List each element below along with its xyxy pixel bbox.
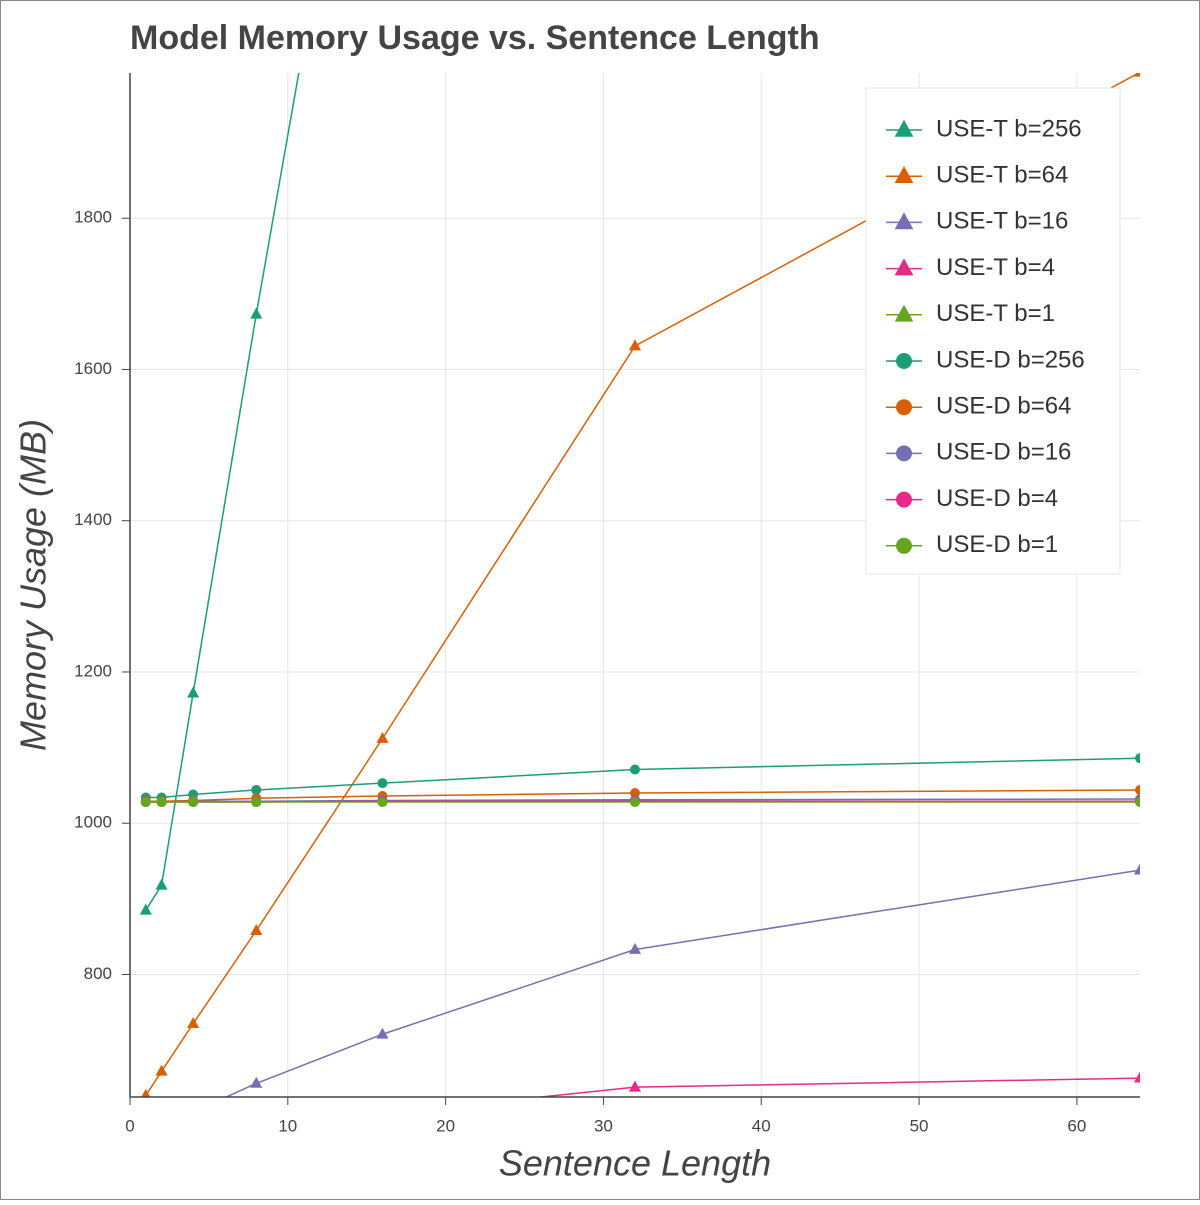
marker xyxy=(140,797,151,808)
marker xyxy=(187,1114,199,1125)
marker xyxy=(894,304,914,322)
x-tick-label: 30 xyxy=(594,1116,613,1135)
x-tick-label: 60 xyxy=(1067,1116,1086,1135)
marker xyxy=(629,1115,641,1126)
marker xyxy=(140,1115,152,1126)
marker xyxy=(896,353,912,369)
legend-label: USE-D b=64 xyxy=(936,393,1071,420)
marker xyxy=(156,1121,168,1132)
marker xyxy=(155,878,168,890)
marker xyxy=(187,1017,200,1029)
marker xyxy=(894,258,914,276)
marker xyxy=(896,399,912,416)
marker xyxy=(250,1076,263,1088)
marker xyxy=(1135,753,1140,764)
legend-label: USE-D b=1 xyxy=(936,531,1058,558)
y-tick-label: 800 xyxy=(84,964,112,983)
y-tick-label: 1000 xyxy=(74,813,112,832)
x-tick-label: 50 xyxy=(910,1116,929,1135)
marker xyxy=(251,784,262,795)
marker xyxy=(894,119,914,137)
marker xyxy=(376,1027,389,1039)
marker xyxy=(628,942,642,954)
marker xyxy=(896,537,912,554)
marker xyxy=(1135,784,1140,795)
marker xyxy=(630,764,640,775)
marker xyxy=(141,1088,151,1097)
marker xyxy=(188,797,199,808)
marker xyxy=(896,445,912,462)
marker xyxy=(250,1112,262,1123)
legend-label: USE-D b=4 xyxy=(936,485,1058,512)
marker xyxy=(187,1121,199,1132)
marker xyxy=(376,731,389,743)
grid xyxy=(129,73,1140,1097)
marker xyxy=(376,1107,388,1118)
legend-label: USE-T b=256 xyxy=(936,115,1082,142)
y-tick-label: 1800 xyxy=(74,208,112,227)
marker xyxy=(1133,73,1140,77)
marker xyxy=(1133,863,1140,875)
marker xyxy=(1135,797,1140,808)
marker xyxy=(377,797,388,808)
marker xyxy=(630,797,640,808)
marker xyxy=(140,1121,152,1132)
marker xyxy=(250,924,263,936)
legend-label: USE-T b=64 xyxy=(936,162,1068,189)
marker xyxy=(250,1120,262,1131)
marker xyxy=(187,686,200,698)
y-tick-label: 1600 xyxy=(74,359,112,378)
legend: USE-T b=256 USE-T b=64 USE-T b=16 USE-T b=4… xyxy=(865,87,1121,575)
legend-label: USE-D b=16 xyxy=(936,439,1071,466)
series-line xyxy=(145,757,1140,799)
x-tick-label: 0 xyxy=(125,1116,134,1135)
legend-label: USE-T b=4 xyxy=(936,254,1055,281)
legend-label: USE-T b=1 xyxy=(936,300,1055,327)
marker xyxy=(377,778,388,789)
marker xyxy=(376,1118,388,1129)
y-tick-label: 1200 xyxy=(74,661,112,680)
marker xyxy=(155,1064,168,1076)
marker xyxy=(251,797,262,808)
marker xyxy=(894,212,914,230)
series-line xyxy=(534,1077,1140,1097)
x-axis-label: Sentence Length xyxy=(499,1143,771,1184)
marker xyxy=(250,307,263,319)
marker xyxy=(1134,1110,1146,1121)
marker xyxy=(139,903,152,915)
legend-label: USE-T b=16 xyxy=(936,208,1068,235)
x-tick-label: 20 xyxy=(436,1116,455,1135)
x-tick-label: 40 xyxy=(752,1116,771,1135)
legend-label: USE-D b=256 xyxy=(936,346,1085,373)
marker xyxy=(894,166,914,183)
marker xyxy=(187,1106,199,1117)
y-tick-label: 1400 xyxy=(74,510,112,529)
marker xyxy=(1133,1071,1140,1083)
marker xyxy=(156,1115,168,1126)
chart-title: Model Memory Usage vs. Sentence Length xyxy=(130,19,820,57)
marker xyxy=(896,491,912,508)
marker xyxy=(156,797,167,808)
y-axis-label: Memory Usage (MB) xyxy=(13,419,54,751)
axes: 0 10 20 30 40 50 60 800 1000 1200 1400 1600 1800 xyxy=(74,73,1140,1135)
marker xyxy=(140,1119,152,1130)
marker xyxy=(156,1115,168,1126)
plot-area xyxy=(139,73,1146,1132)
marker xyxy=(628,339,642,351)
marker xyxy=(628,1080,642,1092)
x-tick-label: 10 xyxy=(278,1116,297,1135)
